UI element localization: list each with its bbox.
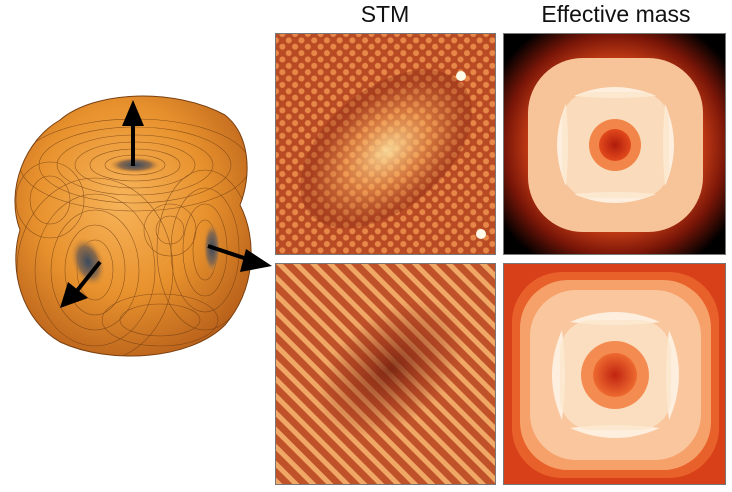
fermi-surface-illustration [0,80,275,380]
stm-image-top [275,33,496,255]
arrow-up-icon [122,100,144,166]
effective-mass-map-bottom [503,263,726,485]
stm-image-bottom [275,263,496,485]
arrow-down-left-icon [60,260,102,308]
arrow-right-icon [207,244,272,272]
effective-mass-map-top [503,33,726,255]
stm-column-label: STM [360,1,410,27]
effective-mass-column-label: Effective mass [541,1,691,27]
